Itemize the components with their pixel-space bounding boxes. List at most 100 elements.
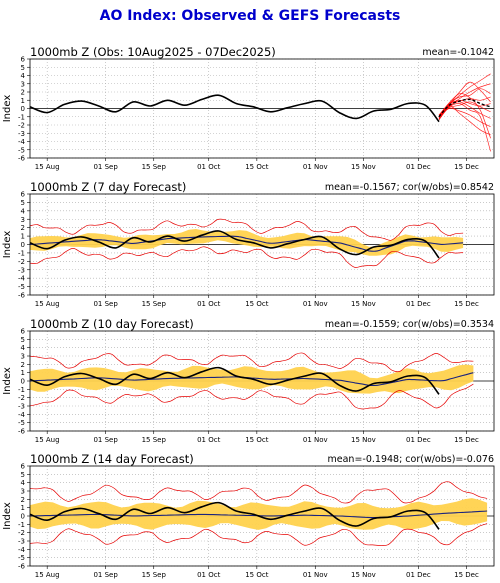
y-tick-label: -3 bbox=[18, 130, 25, 138]
x-tick-label: 15 Nov bbox=[351, 300, 376, 308]
y-tick-label: 6 bbox=[21, 191, 26, 199]
ensemble-member-line bbox=[438, 93, 491, 139]
y-tick-label: -4 bbox=[18, 138, 26, 146]
x-tick-label: 15 Sep bbox=[142, 163, 167, 171]
y-tick-label: 0 bbox=[21, 241, 25, 249]
y-tick-label: 3 bbox=[21, 353, 25, 361]
y-axis-label: Index bbox=[2, 231, 13, 259]
y-tick-label: -1 bbox=[18, 386, 25, 394]
y-tick-label: -5 bbox=[18, 419, 25, 427]
forecast-min-line bbox=[29, 246, 464, 268]
y-tick-label: 3 bbox=[21, 80, 25, 88]
ensemble-member-line bbox=[438, 81, 491, 119]
x-tick-label: 15 Sep bbox=[142, 300, 167, 308]
x-tick-label: 15 Dec bbox=[454, 571, 479, 579]
y-tick-label: 2 bbox=[21, 496, 25, 504]
y-tick-label: -4 bbox=[18, 275, 26, 283]
y-tick-label: 2 bbox=[21, 224, 25, 232]
y-tick-label: 5 bbox=[21, 471, 25, 479]
y-tick-label: 1 bbox=[21, 504, 25, 512]
panel-4-title: 1000mb Z (14 day Forecast) bbox=[30, 452, 194, 466]
ensemble-member-line bbox=[438, 107, 491, 128]
panel-4-stats: mean=-0.1948; cor(w/obs)=-0.076 bbox=[327, 454, 495, 465]
y-tick-label: 0 bbox=[21, 105, 25, 113]
x-tick-label: 15 Dec bbox=[454, 163, 479, 171]
forecast-min-line bbox=[29, 383, 474, 410]
y-tick-label: -5 bbox=[18, 554, 25, 562]
ensemble-mean-line bbox=[438, 98, 491, 118]
y-tick-label: 0 bbox=[21, 513, 25, 521]
x-tick-label: 15 Aug bbox=[35, 436, 60, 444]
panel-1-title: 1000mb Z (Obs: 10Aug2025 - 07Dec2025) bbox=[30, 45, 276, 59]
panel-3-title: 1000mb Z (10 day Forecast) bbox=[30, 317, 194, 331]
x-tick-label: 15 Oct bbox=[245, 300, 268, 308]
y-tick-label: -1 bbox=[18, 521, 25, 529]
x-tick-label: 01 Dec bbox=[406, 163, 431, 171]
x-tick-label: 01 Oct bbox=[197, 571, 220, 579]
panel-1-stats: mean=-0.1042 bbox=[422, 47, 494, 58]
y-tick-label: -2 bbox=[18, 258, 25, 266]
x-tick-label: 15 Nov bbox=[351, 163, 376, 171]
x-tick-label: 15 Nov bbox=[351, 571, 376, 579]
x-tick-label: 01 Nov bbox=[303, 436, 328, 444]
y-axis-label: Index bbox=[2, 502, 13, 530]
x-tick-label: 01 Sep bbox=[93, 300, 118, 308]
x-tick-label: 01 Sep bbox=[93, 163, 118, 171]
x-tick-label: 01 Dec bbox=[406, 436, 431, 444]
y-tick-label: -5 bbox=[18, 283, 25, 291]
forecast-max-line bbox=[29, 352, 474, 373]
y-tick-label: -2 bbox=[18, 394, 25, 402]
observed-line bbox=[29, 94, 440, 123]
forecast-min-line bbox=[29, 523, 488, 546]
x-tick-label: 15 Sep bbox=[142, 436, 167, 444]
y-tick-label: 2 bbox=[21, 89, 25, 97]
y-tick-label: -6 bbox=[18, 155, 26, 163]
x-tick-label: 01 Oct bbox=[197, 163, 220, 171]
forecast-spread-band bbox=[30, 498, 488, 530]
y-tick-label: 4 bbox=[21, 344, 26, 352]
y-tick-label: 4 bbox=[21, 72, 26, 80]
y-tick-label: 1 bbox=[21, 233, 25, 241]
x-tick-label: 15 Oct bbox=[245, 163, 268, 171]
forecast-max-line bbox=[29, 218, 464, 241]
x-tick-label: 01 Sep bbox=[93, 436, 118, 444]
y-tick-label: -6 bbox=[18, 563, 26, 571]
x-tick-label: 01 Nov bbox=[303, 300, 328, 308]
y-tick-label: -3 bbox=[18, 266, 25, 274]
x-tick-label: 15 Oct bbox=[245, 436, 268, 444]
x-tick-label: 01 Sep bbox=[93, 571, 118, 579]
x-tick-label: 01 Dec bbox=[406, 300, 431, 308]
y-tick-label: 6 bbox=[21, 56, 26, 64]
y-tick-label: -6 bbox=[18, 292, 26, 300]
x-tick-label: 15 Aug bbox=[35, 300, 60, 308]
x-tick-label: 01 Dec bbox=[406, 571, 431, 579]
y-tick-label: 2 bbox=[21, 361, 25, 369]
y-tick-label: 4 bbox=[21, 207, 26, 215]
forecast-max-line bbox=[29, 481, 488, 504]
ensemble-member-line bbox=[438, 101, 491, 118]
y-tick-label: 5 bbox=[21, 336, 25, 344]
ensemble-member-line bbox=[438, 101, 491, 119]
x-tick-label: 15 Sep bbox=[142, 571, 167, 579]
x-tick-label: 15 Nov bbox=[351, 436, 376, 444]
y-tick-label: 1 bbox=[21, 97, 25, 105]
x-tick-label: 01 Oct bbox=[197, 436, 220, 444]
y-tick-label: 5 bbox=[21, 199, 25, 207]
y-tick-label: -1 bbox=[18, 249, 25, 257]
observed-line bbox=[29, 501, 440, 530]
panel-2-stats: mean=-0.1567; cor(w/obs)=0.8542 bbox=[324, 182, 494, 193]
y-tick-label: -4 bbox=[18, 411, 26, 419]
x-tick-label: 01 Nov bbox=[303, 571, 328, 579]
y-axis-label: Index bbox=[2, 95, 13, 123]
y-axis-label: Index bbox=[2, 367, 13, 395]
x-tick-label: 15 Oct bbox=[245, 571, 268, 579]
y-tick-label: -4 bbox=[18, 546, 26, 554]
y-tick-label: 0 bbox=[21, 378, 25, 386]
x-tick-label: 15 Aug bbox=[35, 571, 60, 579]
x-tick-label: 15 Dec bbox=[454, 300, 479, 308]
observed-line bbox=[29, 230, 440, 259]
